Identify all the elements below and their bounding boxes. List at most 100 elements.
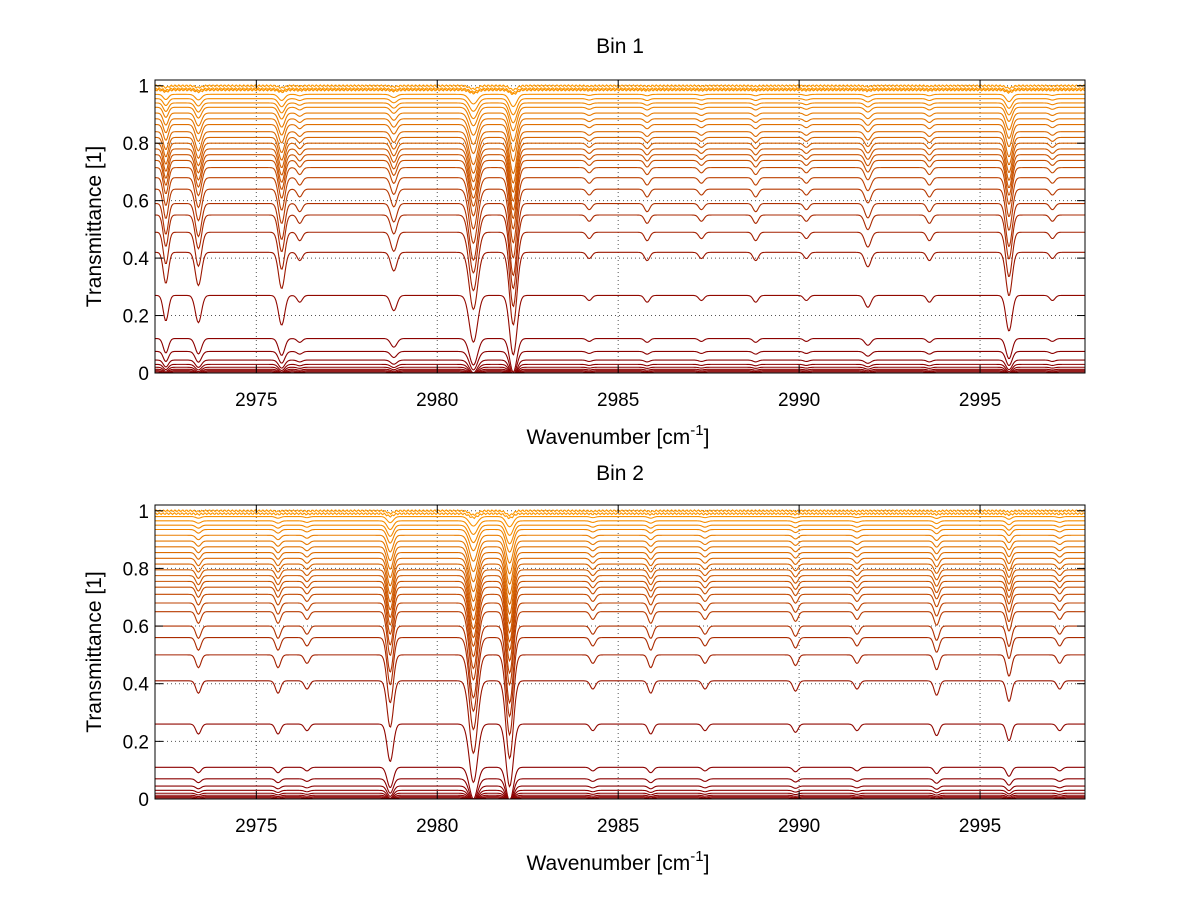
series-line	[155, 794, 1085, 799]
y-tick-label: 1	[138, 502, 149, 523]
series-line	[155, 251, 1085, 326]
x-tick-label: 2990	[778, 390, 820, 411]
y-tick-label: 0	[138, 790, 149, 811]
y-tick-label: 0.6	[123, 192, 149, 213]
series-line	[155, 131, 1085, 175]
series-line	[155, 785, 1085, 799]
series-line	[155, 154, 1085, 211]
series-line	[155, 102, 1085, 124]
series-line	[155, 368, 1085, 373]
series-line	[155, 515, 1085, 528]
series-line	[155, 88, 1085, 95]
series-group	[155, 84, 1085, 373]
series-line	[155, 796, 1085, 799]
x-axis-label-suffix: ]	[704, 852, 710, 875]
series-line	[155, 84, 1085, 91]
series-line	[155, 586, 1085, 652]
series-line	[155, 546, 1085, 586]
series-line	[155, 792, 1085, 799]
series-line	[155, 106, 1085, 132]
series-line	[155, 370, 1085, 373]
series-line	[155, 294, 1085, 356]
series-line	[155, 159, 1085, 220]
series-line	[155, 363, 1085, 373]
y-tick-label: 0.4	[123, 675, 150, 696]
y-tick-label: 0.6	[123, 617, 149, 638]
series-line	[155, 766, 1085, 799]
series-line	[155, 177, 1085, 244]
series-line	[155, 371, 1085, 373]
series-line	[155, 509, 1085, 517]
series-line	[155, 602, 1085, 675]
series-line	[155, 167, 1085, 230]
series-line	[155, 654, 1085, 737]
series-line	[155, 540, 1085, 575]
x-tick-label: 2980	[416, 390, 458, 411]
series-line	[155, 231, 1085, 308]
series-line	[155, 112, 1085, 142]
series-line	[155, 142, 1085, 193]
x-tick-label: 2995	[959, 816, 1001, 837]
plot-frame	[154, 79, 1086, 374]
series-line	[155, 637, 1085, 718]
series-line	[155, 118, 1085, 153]
series-line	[155, 214, 1085, 290]
y-tick-label: 0	[138, 364, 149, 385]
series-line	[155, 789, 1085, 799]
series-line	[155, 528, 1085, 553]
plot-frame	[154, 504, 1086, 800]
series-line	[155, 778, 1085, 799]
series-line	[155, 123, 1085, 163]
x-axis-label-suffix: ]	[704, 426, 710, 449]
y-tick-label: 1	[138, 77, 149, 98]
x-tick-label: 2990	[778, 816, 820, 837]
series-line	[155, 524, 1085, 545]
series-line	[155, 569, 1085, 625]
x-axis-label: Wavenumber [cm-1]	[527, 848, 710, 875]
series-line	[155, 350, 1085, 373]
series-line	[155, 359, 1085, 373]
x-tick-label: 2985	[597, 816, 639, 837]
series-line	[155, 611, 1085, 687]
series-line	[155, 563, 1085, 616]
y-tick-label: 0.4	[123, 249, 150, 270]
series-line	[155, 625, 1085, 705]
series-line	[155, 98, 1085, 116]
chart-panel-1: 2975 2980 2985 2990 2995 0 0.2 0.4 0.6 0.8 1 Bin 1 W…	[83, 35, 1086, 449]
y-axis-label: Transmittance [1]	[83, 571, 106, 732]
x-axis-label: Wavenumber [cm-1]	[527, 422, 710, 449]
series-line	[155, 512, 1085, 520]
series-line	[155, 723, 1085, 788]
y-tick-label: 0.8	[123, 134, 149, 155]
y-tick-label: 0.2	[123, 307, 149, 328]
series-line	[155, 557, 1085, 606]
series-line	[155, 520, 1085, 536]
series-line	[155, 188, 1085, 259]
series-line	[155, 552, 1085, 596]
series-line	[155, 366, 1085, 373]
chart-panel-2: 2975 2980 2985 2990 2995 0 0.2 0.4 0.6 0.8 1 Bin 2 W…	[83, 462, 1086, 875]
x-axis-label-main: Wavenumber [cm	[527, 426, 691, 449]
x-tick-label: 2975	[235, 390, 277, 411]
x-tick-label: 2985	[597, 390, 639, 411]
chart-title: Bin 2	[596, 462, 644, 485]
series-line	[155, 797, 1085, 799]
y-axis-label: Transmittance [1]	[83, 146, 106, 307]
series-line	[155, 593, 1085, 663]
x-tick-label: 2995	[959, 390, 1001, 411]
series-line	[155, 87, 1085, 95]
series-line	[155, 575, 1085, 634]
series-line	[155, 202, 1085, 277]
x-axis-label-superscript: -1	[690, 848, 703, 865]
series-line	[155, 580, 1085, 643]
series-group	[155, 509, 1085, 799]
x-axis-label-superscript: -1	[690, 422, 703, 439]
chart-title: Bin 1	[596, 35, 644, 58]
x-tick-label: 2975	[235, 816, 277, 837]
x-tick-label: 2980	[416, 816, 458, 837]
series-line	[155, 534, 1085, 564]
series-line	[155, 148, 1085, 202]
series-line	[155, 136, 1085, 184]
series-line	[155, 680, 1085, 760]
